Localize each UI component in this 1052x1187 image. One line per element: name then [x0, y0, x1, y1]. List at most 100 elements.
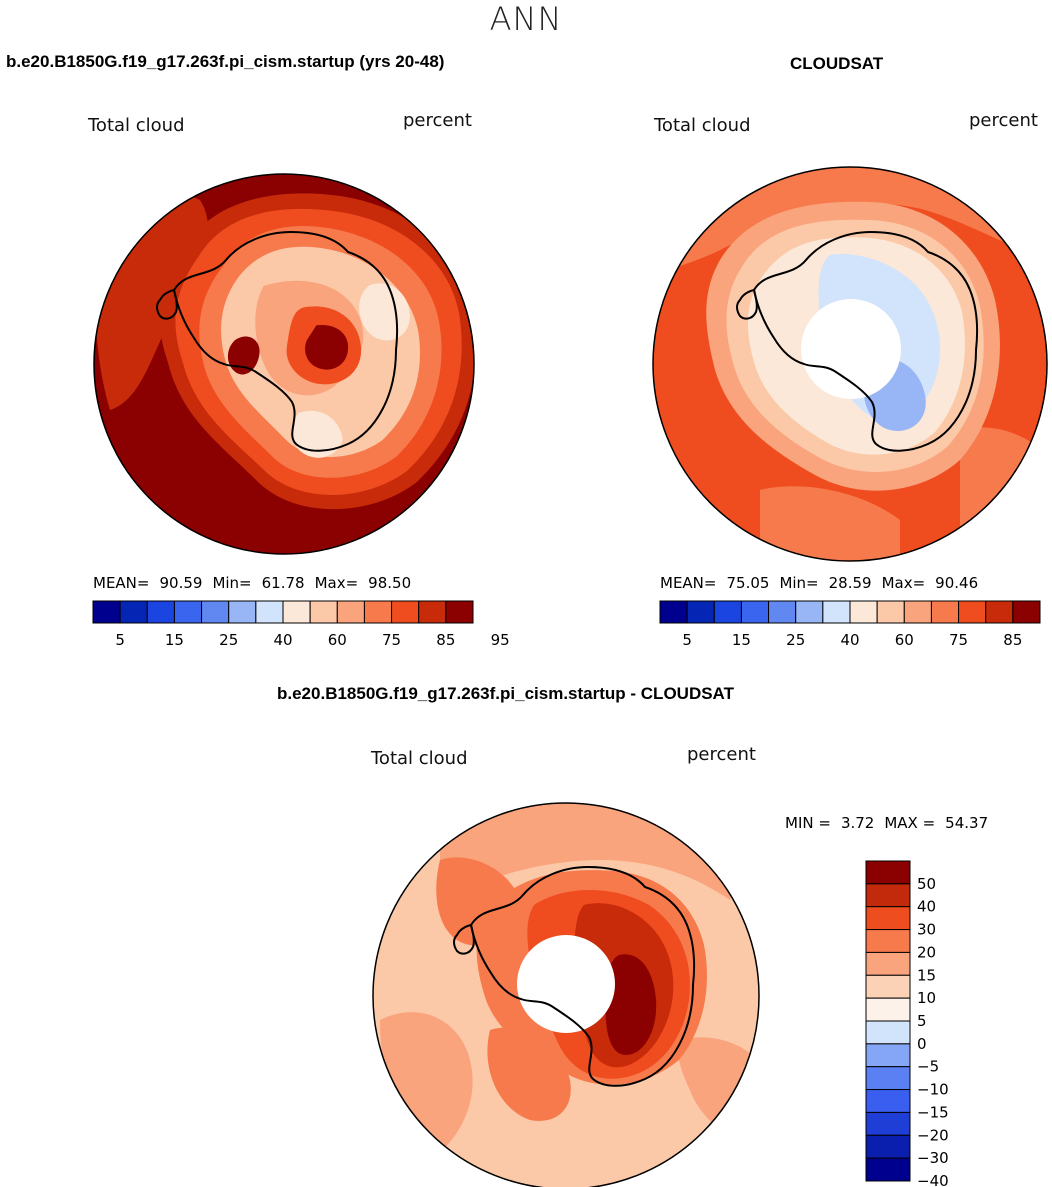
- max-label: Max=: [881, 574, 926, 592]
- panel-2-units-label: percent: [969, 110, 1038, 131]
- colorbar-tick-label: 5: [115, 631, 125, 649]
- colorbar-swatch: [865, 997, 911, 1022]
- panel-2-variable-label: Total cloud: [654, 115, 751, 136]
- colorbar-tick-label: 15: [917, 966, 936, 984]
- colorbar-swatch: [865, 1134, 911, 1159]
- panel-2-map-border: [652, 166, 1048, 562]
- colorbar-swatch: [173, 600, 203, 624]
- max-value: 98.50: [368, 574, 412, 592]
- panel-1-map: [94, 174, 474, 554]
- colorbar-tick-label: 40: [840, 631, 859, 649]
- colorbar-swatch: [865, 1111, 911, 1136]
- colorbar-tick-label: 10: [917, 989, 936, 1007]
- mean-value: 75.05: [726, 574, 770, 592]
- colorbar-tick-label: 95: [491, 631, 510, 649]
- colorbar-tick-label: 15: [165, 631, 184, 649]
- colorbar-swatch: [903, 600, 932, 624]
- colorbar-swatch: [228, 600, 257, 624]
- colorbar-tick-label: 25: [219, 631, 238, 649]
- colorbar-swatch: [686, 600, 715, 624]
- colorbar-swatch: [865, 1089, 911, 1113]
- panel-3-title: b.e20.B1850G.f19_g17.263f.pi_cism.startu…: [277, 684, 734, 703]
- panel-3-variable-label: Total cloud: [371, 748, 468, 769]
- colorbar-swatch: [768, 600, 797, 624]
- max-value: 54.37: [945, 814, 989, 832]
- panel-2-polar-hole: [801, 299, 901, 399]
- colorbar-tick-label: −10: [917, 1081, 949, 1099]
- panel-1-map-border: [93, 173, 475, 555]
- colorbar-swatch: [391, 600, 420, 624]
- colorbar-swatch: [1012, 600, 1041, 624]
- panel-2-stats: MEAN= 75.05 Min= 28.59 Max= 90.46: [660, 574, 988, 592]
- colorbar-swatch: [119, 600, 148, 624]
- colorbar-tick-label: 85: [436, 631, 455, 649]
- colorbar-swatch: [865, 951, 911, 976]
- min-value: 28.59: [828, 574, 872, 592]
- colorbar-swatch: [865, 1066, 911, 1091]
- colorbar-tick-label: 60: [895, 631, 914, 649]
- mean-value: 90.59: [159, 574, 203, 592]
- colorbar-swatch: [822, 600, 851, 624]
- max-value: 90.46: [935, 574, 979, 592]
- colorbar-swatch: [445, 600, 474, 624]
- colorbar-tick-label: 40: [917, 898, 936, 916]
- colorbar-tick-label: −40: [917, 1172, 949, 1187]
- colorbar-swatch: [201, 600, 230, 624]
- min-value: 3.72: [840, 814, 875, 832]
- colorbar-tick-label: 20: [917, 943, 936, 961]
- mean-label: MEAN=: [93, 574, 150, 592]
- colorbar-swatch: [865, 974, 911, 999]
- colorbar-tick-label: −20: [917, 1126, 949, 1144]
- panel-2-title: CLOUDSAT: [790, 54, 884, 73]
- colorbar-swatch: [865, 860, 911, 885]
- panel-3-stats: MIN = 3.72 MAX = 54.37: [785, 814, 998, 832]
- panel-3-units-label: percent: [687, 744, 756, 765]
- colorbar-swatch: [363, 600, 393, 624]
- mean-label: MEAN=: [660, 574, 717, 592]
- colorbar-swatch: [985, 600, 1014, 624]
- colorbar-swatch: [865, 1043, 911, 1068]
- min-label: Min=: [212, 574, 252, 592]
- colorbar-tick-label: 5: [917, 1012, 927, 1030]
- colorbar-swatch: [92, 600, 121, 624]
- colorbar-swatch: [958, 600, 987, 624]
- max-label: Max=: [314, 574, 359, 592]
- colorbar-swatch: [795, 600, 824, 624]
- min-value: 61.78: [261, 574, 305, 592]
- panel-1-stats: MEAN= 90.59 Min= 61.78 Max= 98.50: [93, 574, 421, 592]
- page-title: ANN: [489, 0, 563, 38]
- panel-1-colorbar: 5 15 25 40 60 75 85 95: [92, 600, 510, 649]
- panel-3-map-border: [372, 802, 760, 1187]
- panel-1-units-label: percent: [403, 110, 472, 131]
- colorbar-tick-label: 40: [273, 631, 292, 649]
- colorbar-tick-label: 15: [732, 631, 751, 649]
- colorbar-swatch: [336, 600, 365, 624]
- colorbar-tick-label: 85: [1003, 631, 1022, 649]
- colorbar-tick-label: −30: [917, 1149, 949, 1167]
- colorbar-tick-label: 30: [917, 921, 936, 939]
- colorbar-tick-label: 5: [682, 631, 692, 649]
- colorbar-swatch: [865, 883, 911, 908]
- panel-3-map: [373, 803, 759, 1187]
- colorbar-swatch: [865, 906, 911, 931]
- panel-2-map: [653, 167, 1047, 561]
- colorbar-tick-label: 75: [382, 631, 401, 649]
- colorbar-swatch: [282, 600, 311, 624]
- colorbar-tick-label: −5: [917, 1058, 939, 1076]
- min-label: MIN =: [785, 814, 831, 832]
- colorbar-swatch: [418, 600, 447, 624]
- colorbar-swatch: [659, 600, 688, 624]
- panel-3-polar-hole: [517, 935, 615, 1033]
- colorbar-tick-label: 60: [328, 631, 347, 649]
- panel-1-title: b.e20.B1850G.f19_g17.263f.pi_cism.startu…: [6, 52, 445, 71]
- colorbar-swatch: [930, 600, 960, 624]
- colorbar-tick-label: 25: [786, 631, 805, 649]
- colorbar-swatch: [740, 600, 770, 624]
- colorbar-swatch: [713, 600, 742, 624]
- min-label: Min=: [779, 574, 819, 592]
- max-label: MAX =: [884, 814, 936, 832]
- colorbar-swatch: [876, 600, 905, 624]
